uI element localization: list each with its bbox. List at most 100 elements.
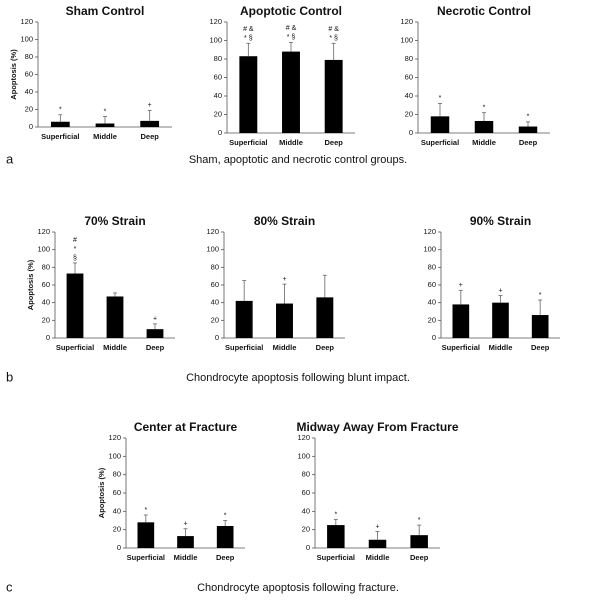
significance-mark: * §	[287, 34, 296, 41]
bar	[216, 526, 234, 548]
bar	[177, 536, 194, 548]
x-tick-label: Deep	[531, 343, 550, 352]
y-tick-label: 100	[423, 245, 436, 254]
x-tick-label: Middle	[273, 343, 297, 352]
chart-title: 90% Strain	[470, 214, 531, 228]
y-tick-label: 40	[211, 298, 219, 307]
y-tick-label: 40	[25, 87, 33, 96]
bar	[282, 51, 300, 133]
chart-title: 80% Strain	[254, 214, 315, 228]
y-tick-label: 0	[117, 543, 121, 552]
y-tick-label: 120	[20, 17, 33, 26]
significance-mark: *	[483, 104, 486, 111]
bar	[66, 273, 84, 338]
significance-mark: *	[334, 511, 337, 518]
bar	[430, 116, 450, 133]
y-tick-label: 60	[214, 72, 222, 81]
panel-letter: a	[6, 151, 14, 166]
bar	[140, 120, 160, 127]
y-tick-label: 60	[302, 488, 310, 497]
x-tick-label: Superficial	[421, 138, 459, 147]
y-tick-label: 120	[297, 433, 310, 442]
x-tick-label: Superficial	[317, 553, 355, 562]
y-tick-label: 0	[218, 128, 222, 137]
x-tick-label: Deep	[316, 343, 335, 352]
significance-mark: +	[148, 102, 152, 109]
bar	[492, 302, 509, 338]
y-tick-label: 120	[209, 17, 222, 26]
y-axis-label: Apoptosis (%)	[9, 49, 18, 100]
significance-mark: +	[282, 276, 286, 283]
x-tick-label: Middle	[174, 553, 198, 562]
panel-caption: Chondrocyte apoptosis following fracture…	[197, 582, 399, 594]
significance-mark: * §	[244, 35, 253, 42]
y-tick-label: 40	[113, 506, 121, 515]
y-tick-label: 20	[214, 109, 222, 118]
y-tick-label: 80	[405, 54, 413, 63]
y-tick-label: 100	[206, 245, 219, 254]
significance-mark: +	[498, 287, 502, 294]
y-tick-label: 60	[405, 72, 413, 81]
x-tick-label: Middle	[366, 553, 390, 562]
significance-mark: # &	[286, 25, 297, 32]
bar	[235, 300, 253, 338]
panel-letter: b	[6, 369, 13, 384]
significance-mark: *	[527, 114, 530, 121]
y-tick-label: 60	[113, 488, 121, 497]
y-tick-label: 80	[42, 262, 50, 271]
y-tick-label: 80	[428, 262, 436, 271]
x-tick-label: Superficial	[56, 343, 94, 352]
y-tick-label: 20	[405, 109, 413, 118]
y-tick-label: 80	[113, 470, 121, 479]
x-tick-label: Superficial	[127, 553, 165, 562]
y-tick-label: 20	[113, 525, 121, 534]
x-tick-label: Middle	[103, 343, 127, 352]
bar	[327, 525, 345, 548]
y-axis-label: Apoptosis (%)	[26, 259, 35, 310]
y-tick-label: 80	[25, 52, 33, 61]
y-tick-label: 20	[428, 315, 436, 324]
y-tick-label: 0	[409, 128, 413, 137]
x-tick-label: Deep	[324, 138, 343, 147]
chart-title: 70% Strain	[84, 214, 145, 228]
bar	[50, 121, 70, 127]
chart-title: Center at Fracture	[134, 420, 238, 434]
significance-mark: *	[144, 507, 147, 514]
y-tick-label: 100	[297, 451, 310, 460]
bar	[410, 535, 428, 548]
y-tick-label: 0	[432, 333, 436, 342]
significance-mark: §	[73, 255, 77, 262]
significance-mark: #	[73, 237, 77, 244]
bar	[239, 56, 258, 133]
bar	[324, 59, 343, 133]
x-tick-label: Superficial	[229, 138, 267, 147]
y-tick-label: 120	[206, 227, 219, 236]
y-tick-label: 100	[108, 451, 121, 460]
bar	[316, 297, 334, 338]
y-tick-label: 60	[428, 280, 436, 289]
panel-caption: Sham, apoptotic and necrotic control gro…	[189, 154, 407, 166]
y-axis-label: Apoptosis (%)	[97, 467, 106, 518]
y-tick-label: 100	[37, 245, 50, 254]
chart-title: Midway Away From Fracture	[296, 420, 458, 434]
y-tick-label: 40	[428, 298, 436, 307]
bar	[106, 296, 124, 338]
y-tick-label: 40	[405, 91, 413, 100]
y-tick-label: 0	[29, 122, 33, 131]
y-tick-label: 0	[306, 543, 310, 552]
bar	[137, 522, 155, 548]
significance-mark: # &	[328, 26, 339, 33]
y-tick-label: 20	[25, 104, 33, 113]
y-tick-label: 100	[209, 35, 222, 44]
y-tick-label: 20	[42, 315, 50, 324]
significance-mark: *	[539, 292, 542, 299]
x-tick-label: Superficial	[225, 343, 263, 352]
x-tick-label: Superficial	[41, 132, 79, 141]
y-tick-label: 120	[423, 227, 436, 236]
significance-mark: *	[439, 95, 442, 102]
significance-mark: +	[375, 523, 379, 530]
bar	[531, 315, 549, 338]
significance-mark: +	[459, 282, 463, 289]
y-tick-label: 100	[400, 35, 413, 44]
significance-mark: * §	[329, 35, 338, 42]
